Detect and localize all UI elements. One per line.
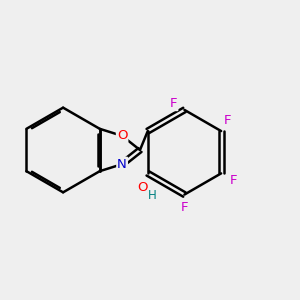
Text: N: N [117,158,127,171]
Text: O: O [117,129,127,142]
Text: F: F [170,97,177,110]
Text: O: O [137,181,148,194]
Text: H: H [148,189,157,202]
Text: F: F [181,200,188,214]
Text: F: F [230,174,237,187]
Text: F: F [224,114,231,127]
